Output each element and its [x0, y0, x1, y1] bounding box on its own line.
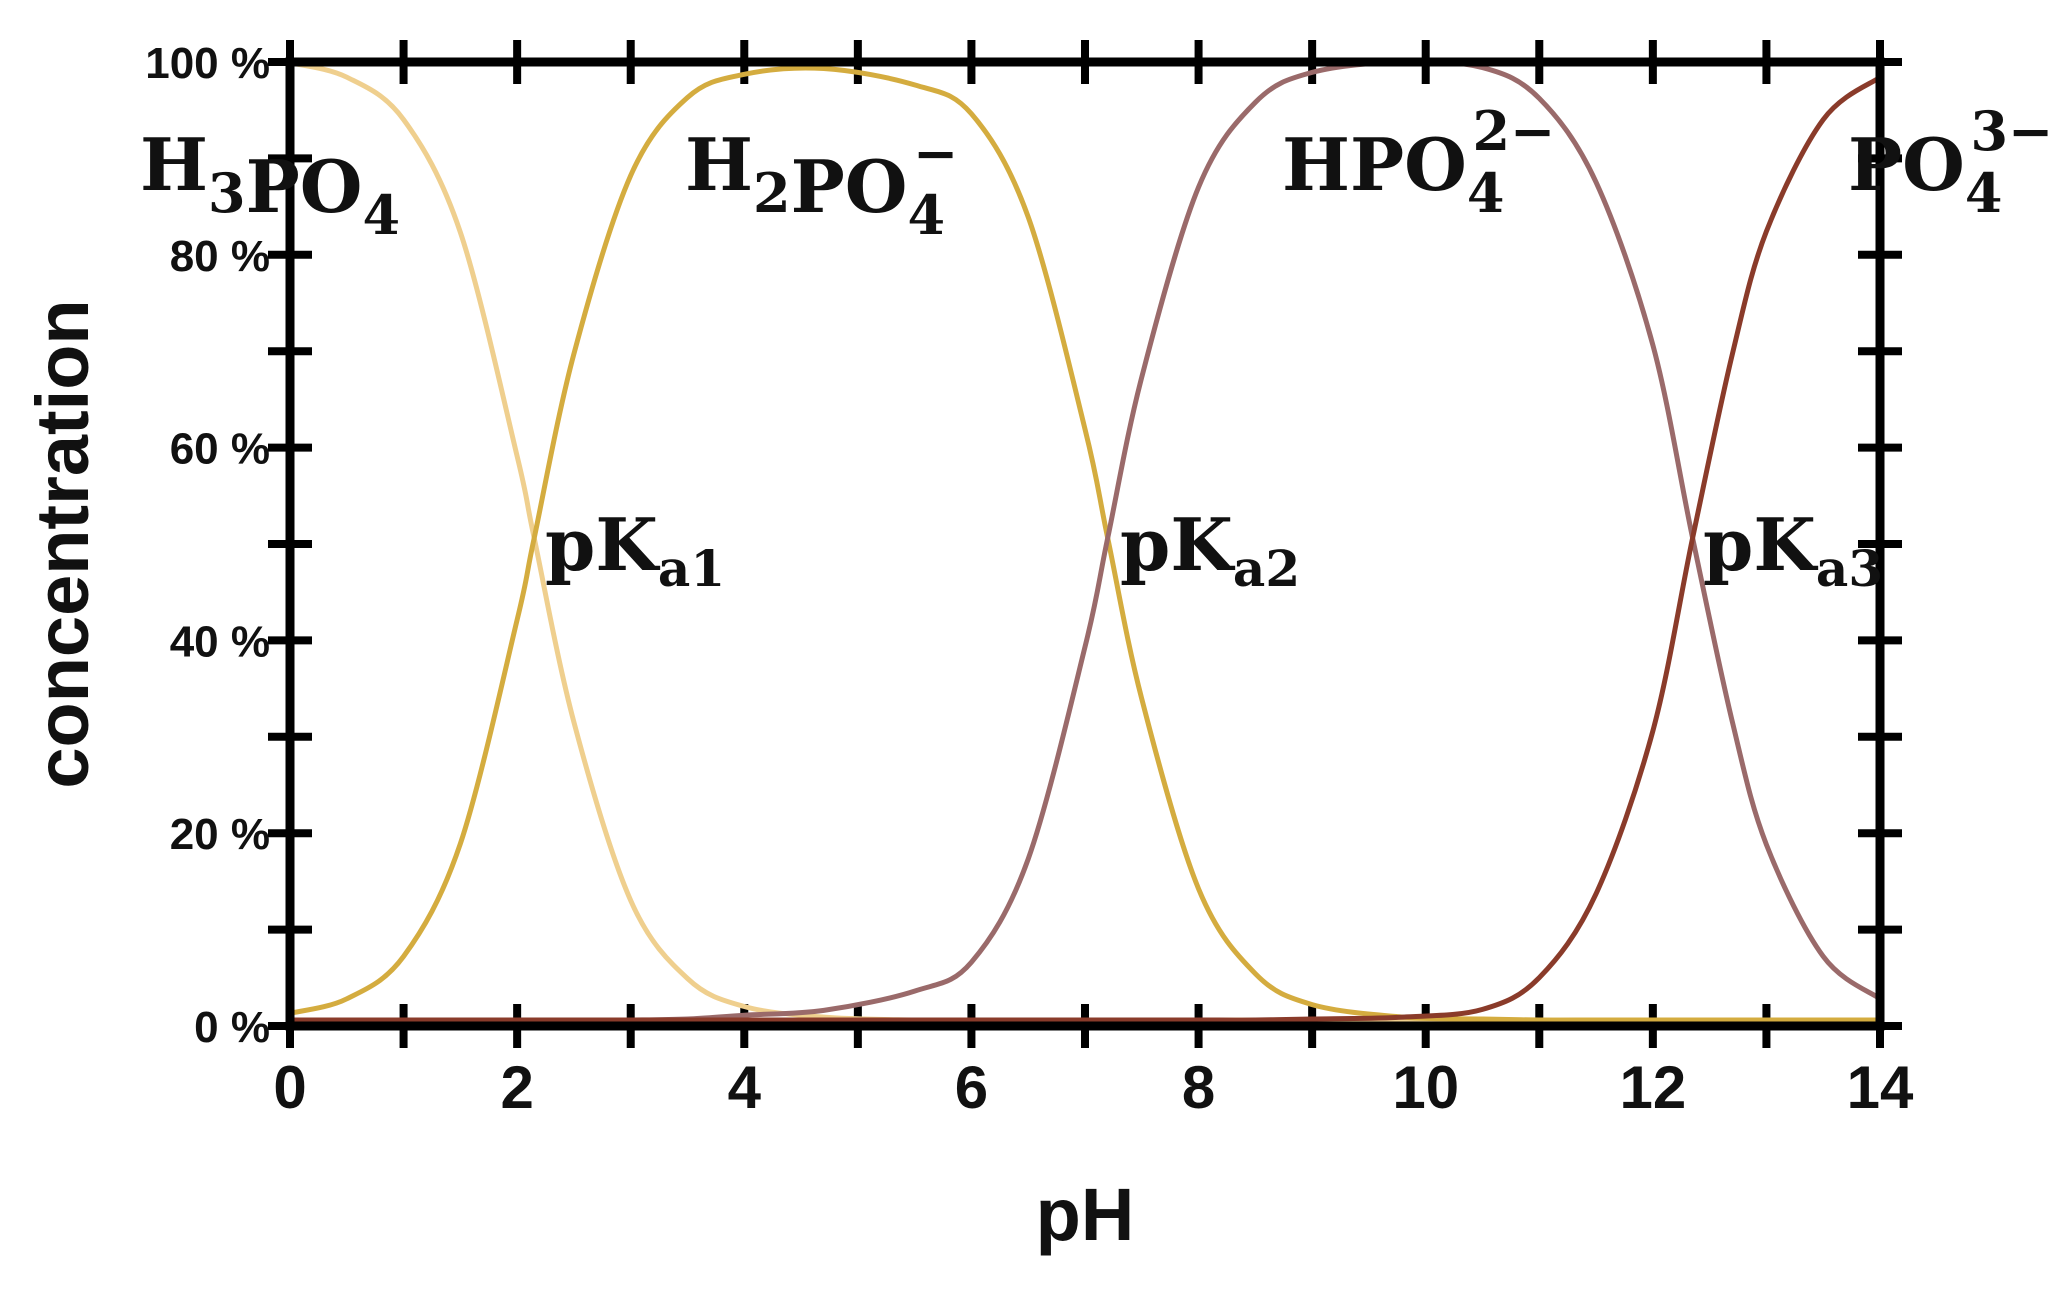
- series-line-0: [287, 60, 1883, 1023]
- x-tick-label: 12: [1619, 1054, 1686, 1121]
- species-label-hpo4: HPO42−: [1282, 99, 1555, 225]
- y-tick-label: 20 %: [170, 810, 270, 859]
- series-line-3: [287, 74, 1883, 1023]
- species-label-h2po4: H2PO4−: [685, 121, 958, 247]
- plot-frame: [285, 57, 1885, 1031]
- series-line-2: [287, 59, 1883, 1023]
- species-labels: H3PO4 H2PO4− HPO42− PO43−: [140, 99, 2053, 247]
- y-tick-label: 60 %: [170, 425, 270, 474]
- tick-labels: 0 2 4 6 8 10 12 14 0 % 20 % 40 % 60 % 80 % 100 %: [145, 39, 1914, 1121]
- series-line-1: [287, 65, 1883, 1023]
- x-tick-label: 14: [1847, 1054, 1914, 1121]
- pka-label-pka1: pKa1: [545, 502, 725, 598]
- pka-label-pka3: pKa3: [1703, 502, 1883, 598]
- pka-labels: pKa1 pKa2 pKa3: [545, 502, 1883, 598]
- x-tick-label: 0: [273, 1054, 306, 1121]
- pka-label-pka2: pKa2: [1120, 502, 1300, 598]
- series-lines: [287, 59, 1883, 1023]
- x-tick-label: 8: [1182, 1054, 1215, 1121]
- x-tick-label: 4: [728, 1054, 762, 1121]
- x-tick-label: 6: [955, 1054, 988, 1121]
- y-tick-label: 100 %: [145, 39, 270, 88]
- x-axis-title: pH: [1036, 1173, 1135, 1256]
- y-tick-label: 40 %: [170, 617, 270, 666]
- y-tick-label: 0 %: [194, 1003, 270, 1052]
- x-tick-label: 2: [500, 1054, 533, 1121]
- tick-marks: [268, 40, 1902, 1048]
- species-label-h3po4: H3PO4: [140, 122, 400, 247]
- y-tick-label: 80 %: [170, 232, 270, 281]
- y-axis-title: concentration: [21, 299, 104, 788]
- species-label-po4: PO43−: [1848, 99, 2053, 225]
- x-tick-label: 10: [1392, 1054, 1459, 1121]
